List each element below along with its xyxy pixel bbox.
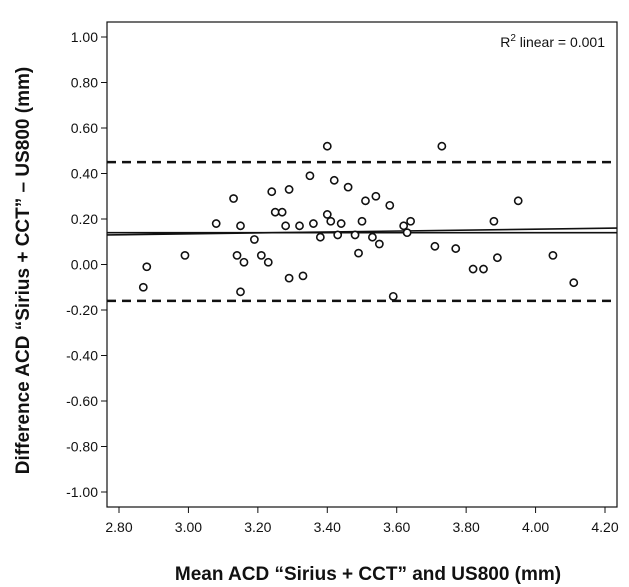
x-tick-label: 3.20 xyxy=(244,519,271,535)
x-tick-label: 4.20 xyxy=(591,519,618,535)
data-point xyxy=(468,264,478,274)
data-point xyxy=(333,230,343,240)
y-tick-label: -0.80 xyxy=(66,439,98,455)
y-tick-label: -1.00 xyxy=(66,484,98,500)
data-point xyxy=(437,141,447,151)
x-tick-label: 3.80 xyxy=(453,519,480,535)
data-point xyxy=(270,207,280,217)
y-tick-label: -0.60 xyxy=(66,393,98,409)
data-point xyxy=(267,187,277,197)
data-point xyxy=(368,232,377,242)
y-axis-title: Difference ACD “Sirius + CCT” – US800 (m… xyxy=(13,67,34,474)
data-point xyxy=(374,239,384,249)
data-point xyxy=(354,248,363,258)
data-point xyxy=(284,185,294,194)
x-axis-title: Mean ACD “Sirius + CCT” and US800 (mm) xyxy=(175,564,561,585)
data-point xyxy=(336,219,346,228)
data-points-layer xyxy=(138,141,579,301)
y-tick-label: -0.40 xyxy=(66,348,98,364)
data-point xyxy=(492,253,502,263)
data-point xyxy=(406,216,415,226)
data-point xyxy=(298,271,308,281)
data-point xyxy=(513,196,523,206)
data-point xyxy=(479,264,488,274)
data-point xyxy=(388,291,398,301)
data-point xyxy=(249,235,259,244)
data-point xyxy=(569,278,579,288)
x-tick-label: 4.00 xyxy=(522,519,549,535)
data-point xyxy=(232,250,242,260)
data-point xyxy=(315,232,325,242)
data-point xyxy=(361,196,370,206)
x-tick-label: 2.80 xyxy=(105,519,132,535)
data-point xyxy=(281,221,291,231)
r-squared-annotation: R2 linear = 0.001 xyxy=(500,33,605,50)
y-tick-label: 0.20 xyxy=(71,211,98,227)
data-point xyxy=(329,175,339,185)
r-squared-superscript: 2 xyxy=(510,33,516,44)
data-point xyxy=(430,241,440,251)
y-tick-label: 0.60 xyxy=(71,120,98,136)
data-point xyxy=(256,250,266,260)
r-squared-suffix: linear = 0.001 xyxy=(516,34,605,50)
data-point xyxy=(322,210,332,219)
data-point xyxy=(350,230,360,240)
data-point xyxy=(138,282,148,292)
data-point xyxy=(239,257,249,267)
tick-layer: 1.00 0.80 0.60 0.40 0.20 0.00 -0.20 -0.40 -0.60 -… xyxy=(66,29,619,535)
data-point xyxy=(295,221,304,231)
data-point xyxy=(142,262,152,272)
r-squared-prefix: R xyxy=(500,34,510,50)
regression-fit-line xyxy=(106,227,618,236)
data-point xyxy=(322,141,332,151)
data-point xyxy=(326,216,336,226)
y-tick-label: 0.80 xyxy=(71,75,98,91)
x-tick-label: 3.60 xyxy=(383,519,410,535)
data-point xyxy=(305,171,315,181)
data-point xyxy=(277,207,287,217)
data-point xyxy=(236,287,245,297)
y-tick-label: -0.20 xyxy=(66,302,98,318)
reference-lines-layer xyxy=(106,160,618,303)
data-point xyxy=(180,250,190,260)
data-point xyxy=(385,200,395,210)
data-point xyxy=(371,191,381,201)
data-point xyxy=(548,250,558,260)
x-tick-label: 3.00 xyxy=(175,519,202,535)
data-point xyxy=(284,273,294,283)
data-point xyxy=(229,194,238,203)
data-point xyxy=(489,216,499,226)
data-point xyxy=(263,257,273,267)
data-point xyxy=(402,228,412,238)
x-tick-label: 3.40 xyxy=(314,519,341,535)
data-point xyxy=(357,216,367,226)
data-point xyxy=(343,182,353,192)
data-point xyxy=(451,244,461,253)
data-point xyxy=(236,221,245,231)
data-point xyxy=(308,219,318,228)
data-point xyxy=(211,219,221,228)
plot-frame xyxy=(106,21,618,508)
y-tick-label: 0.00 xyxy=(71,257,98,273)
data-point xyxy=(399,221,409,231)
y-tick-label: 0.40 xyxy=(71,166,98,182)
y-tick-label: 1.00 xyxy=(71,29,98,45)
